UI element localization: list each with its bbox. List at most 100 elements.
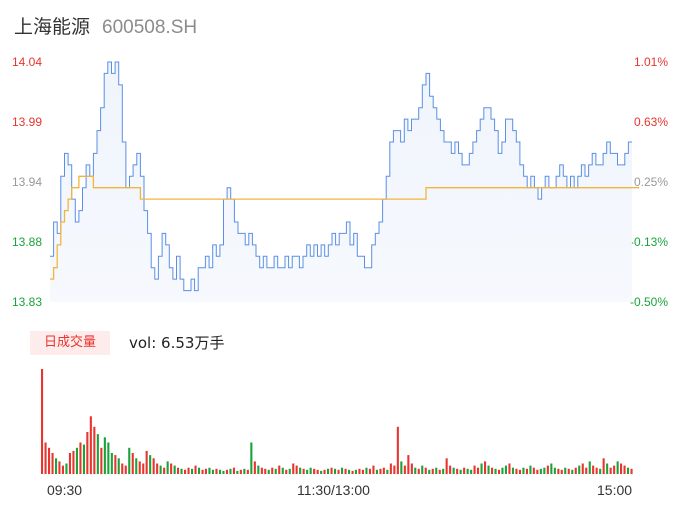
volume-bar <box>86 432 89 474</box>
volume-bar <box>334 468 337 475</box>
volume-bar <box>389 463 392 474</box>
price-line <box>50 61 632 292</box>
volume-bar <box>442 468 445 475</box>
volume-bar <box>145 450 148 474</box>
volume-bar <box>96 434 99 474</box>
price-area <box>50 62 632 302</box>
volume-bar <box>72 450 75 474</box>
volume-bar <box>100 447 103 475</box>
volume-bar <box>302 468 305 475</box>
y-tick-right-3: -0.13% <box>629 235 668 249</box>
volume-bar <box>358 468 361 475</box>
volume-bar <box>365 467 368 474</box>
volume-bar <box>243 468 246 475</box>
y-tick-left-0: 14.04 <box>12 55 43 69</box>
volume-bar <box>470 469 473 474</box>
volume-bar <box>44 442 47 474</box>
volume-bar <box>180 468 183 475</box>
volume-bar <box>480 463 483 474</box>
volume-bar <box>107 442 110 474</box>
volume-bar <box>93 426 96 475</box>
volume-bar <box>613 465 616 474</box>
volume-bar <box>110 453 113 474</box>
volume-bar <box>536 469 539 474</box>
volume-bar <box>375 469 378 474</box>
volume-bar <box>253 461 256 474</box>
volume-bar <box>588 461 591 474</box>
volume-bar <box>452 467 455 474</box>
volume-tab[interactable]: 日成交量 <box>30 331 110 355</box>
y-tick-left-2: 13.94 <box>12 175 43 189</box>
volume-bar <box>553 467 556 474</box>
volume-bar <box>201 469 204 474</box>
volume-bar <box>477 467 480 474</box>
volume-bar <box>578 465 581 474</box>
volume-bar <box>361 469 364 474</box>
volume-value: vol: 6.53万手 <box>129 334 225 352</box>
volume-bar <box>515 468 518 475</box>
volume-bar <box>403 465 406 474</box>
volume-bar <box>239 469 242 474</box>
volume-bar <box>431 468 434 475</box>
volume-bar <box>571 469 574 474</box>
volume-bar <box>564 467 567 474</box>
volume-bar <box>316 469 319 474</box>
y-tick-right-0: 1.01% <box>633 55 668 69</box>
volume-bar <box>82 444 85 474</box>
volume-bar <box>299 467 302 474</box>
volume-bar <box>386 469 389 474</box>
volume-bar <box>89 416 92 475</box>
volume-bar <box>163 467 166 474</box>
volume-bar <box>532 467 535 474</box>
volume-bar <box>344 468 347 475</box>
volume-bar <box>278 465 281 474</box>
volume-bar <box>177 467 180 474</box>
volume-bar <box>194 465 197 474</box>
volume-bar <box>281 467 284 474</box>
volume-bar <box>184 469 187 474</box>
volume-bar <box>368 468 371 475</box>
y-tick-right-1: 0.63% <box>633 115 668 129</box>
volume-bar <box>58 461 61 474</box>
volume-bar <box>400 461 403 474</box>
volume-bar <box>529 465 532 474</box>
volume-bar <box>616 461 619 474</box>
volume-bar <box>260 467 263 474</box>
volume-bar <box>288 468 291 475</box>
volume-bar <box>348 469 351 474</box>
volume-bar <box>550 463 553 474</box>
volume-bar <box>323 469 326 474</box>
volume-bar <box>354 469 357 474</box>
stock-title: 上海能源 600508.SH <box>14 12 197 39</box>
volume-bar <box>138 461 141 474</box>
volume-bar <box>285 469 288 474</box>
volume-bar <box>218 469 221 474</box>
volume-bar <box>421 465 424 474</box>
volume-bar <box>236 470 239 474</box>
volume-bar <box>606 463 609 474</box>
volume-bar <box>79 442 82 474</box>
volume-bar <box>341 467 344 474</box>
volume-bar <box>124 465 127 474</box>
volume-bar <box>539 468 542 475</box>
volume-bar <box>407 455 410 474</box>
stock-code: 600508.SH <box>102 17 198 38</box>
volume-bar <box>560 469 563 474</box>
volume-bar <box>65 463 68 474</box>
volume-bar <box>592 465 595 474</box>
volume-bar <box>152 458 155 475</box>
volume-bar <box>313 468 316 475</box>
volume-bar <box>274 468 277 475</box>
volume-bar <box>508 463 511 474</box>
volume-bar <box>546 465 549 474</box>
volume-bar <box>511 467 514 474</box>
volume-bar <box>595 467 598 474</box>
volume-bar <box>574 467 577 474</box>
y-tick-right-4: -0.50% <box>629 295 668 309</box>
volume-bar <box>466 468 469 475</box>
volume-bar <box>543 467 546 474</box>
volume-bar <box>222 470 225 474</box>
volume-bar <box>504 465 507 474</box>
volume-bar <box>382 467 385 474</box>
